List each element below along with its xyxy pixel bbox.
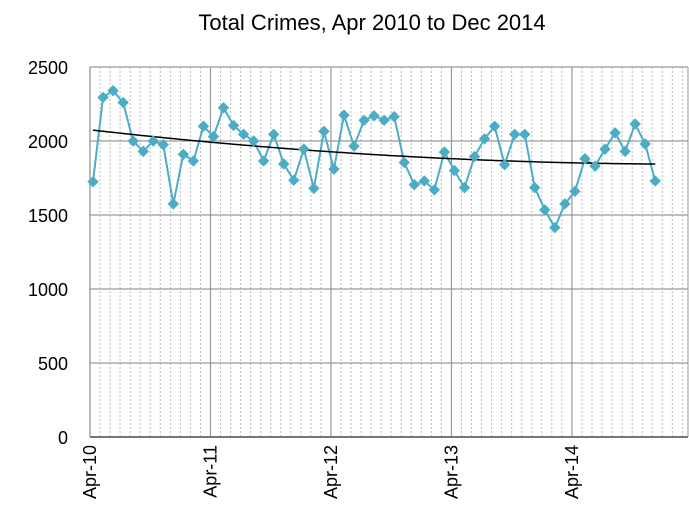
data-point: [529, 181, 541, 194]
y-tick-label: 0: [58, 428, 68, 448]
data-point: [247, 135, 260, 147]
data-point: [508, 128, 521, 141]
data-point: [147, 135, 159, 147]
data-point: [338, 109, 350, 121]
data-point: [428, 184, 441, 196]
data-point: [197, 120, 210, 132]
data-point: [227, 119, 240, 132]
data-point: [87, 175, 99, 188]
x-tick-label: Apr-11: [200, 445, 220, 498]
y-tick-label: 1500: [28, 206, 68, 226]
data-point: [318, 125, 330, 138]
data-point: [438, 146, 451, 158]
data-point: [569, 185, 581, 198]
data-point: [579, 153, 591, 165]
y-tick-label: 2500: [28, 58, 68, 78]
data-point: [177, 148, 190, 161]
data-point: [257, 155, 270, 167]
data-point: [298, 143, 310, 155]
data-point: [629, 118, 641, 130]
data-point: [268, 128, 280, 141]
data-point: [157, 138, 169, 151]
x-tick-label: Apr-13: [441, 445, 461, 499]
data-point: [127, 135, 139, 147]
data-point: [167, 198, 180, 210]
data-point: [187, 155, 200, 167]
data-point: [619, 145, 631, 158]
data-point: [237, 128, 250, 141]
data-point: [468, 150, 481, 163]
data-point: [599, 143, 611, 155]
data-point: [589, 160, 601, 172]
chart-title: Total Crimes, Apr 2010 to Dec 2014: [198, 10, 545, 35]
data-point: [358, 114, 370, 126]
data-point: [107, 84, 119, 97]
data-point: [559, 198, 571, 210]
data-point: [418, 175, 431, 187]
data-point: [539, 204, 551, 216]
x-tick-label: Apr-12: [321, 445, 341, 499]
data-point: [308, 182, 320, 195]
data-point: [278, 158, 290, 170]
data-point: [217, 101, 230, 114]
data-point: [498, 158, 511, 171]
data-point: [458, 181, 471, 194]
y-tick-label: 500: [38, 354, 68, 374]
data-point: [288, 174, 300, 186]
data-point: [388, 110, 400, 123]
data-point: [488, 120, 501, 132]
data-point: [639, 138, 651, 150]
data-point: [649, 175, 661, 187]
x-tick-label: Apr-10: [80, 445, 100, 499]
data-point: [207, 130, 220, 143]
data-point: [549, 221, 561, 234]
y-tick-label: 1000: [28, 280, 68, 300]
data-point: [348, 140, 360, 152]
data-point: [398, 156, 410, 169]
x-tick-label: Apr-14: [562, 445, 582, 499]
data-point: [137, 145, 149, 158]
data-point: [117, 96, 129, 109]
trendline: [92, 129, 656, 165]
data-point: [97, 91, 109, 104]
data-point: [609, 127, 621, 139]
data-point: [408, 178, 420, 191]
y-tick-label: 2000: [28, 132, 68, 152]
data-point: [519, 128, 531, 141]
data-point: [328, 163, 340, 175]
data-point: [378, 114, 390, 126]
data-point: [368, 110, 380, 122]
data-point: [448, 164, 461, 177]
data-point: [478, 133, 491, 145]
